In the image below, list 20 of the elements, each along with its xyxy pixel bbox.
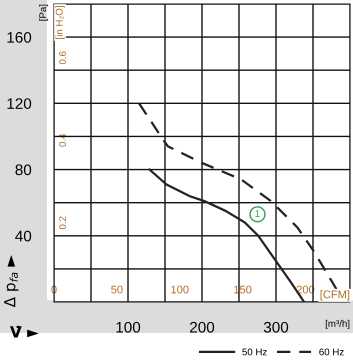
annotation: 1 bbox=[256, 210, 260, 217]
y-tick-label: 80 bbox=[15, 164, 32, 176]
x2-axis-title: [CFM] bbox=[320, 290, 350, 301]
y2-axis-title: [in H₂O] bbox=[55, 6, 65, 39]
legend-label: 50 Hz bbox=[242, 348, 267, 356]
x-axis-title: V̇ ► bbox=[10, 326, 39, 338]
x2-tick-label: 50 bbox=[111, 286, 123, 294]
text: [m³/h] bbox=[326, 320, 350, 329]
x-tick-label: 100 bbox=[116, 322, 140, 333]
y2-tick-label: 0.2 bbox=[59, 216, 66, 230]
x-tick-label: 200 bbox=[190, 322, 214, 333]
text: [Pa] bbox=[39, 4, 48, 21]
y-tick-label: 160 bbox=[7, 32, 32, 43]
y-axis-title: Δ p$_{fa}$ ► bbox=[4, 254, 18, 308]
y2-tick-label: 0.6 bbox=[59, 51, 66, 64]
legend-label: 60 Hz bbox=[319, 348, 344, 356]
y-tick-label: 40 bbox=[15, 230, 32, 242]
y-tick-label: 120 bbox=[7, 98, 32, 110]
x2-tick-label: 100 bbox=[171, 286, 189, 294]
x-tick-label: 300 bbox=[264, 322, 288, 333]
